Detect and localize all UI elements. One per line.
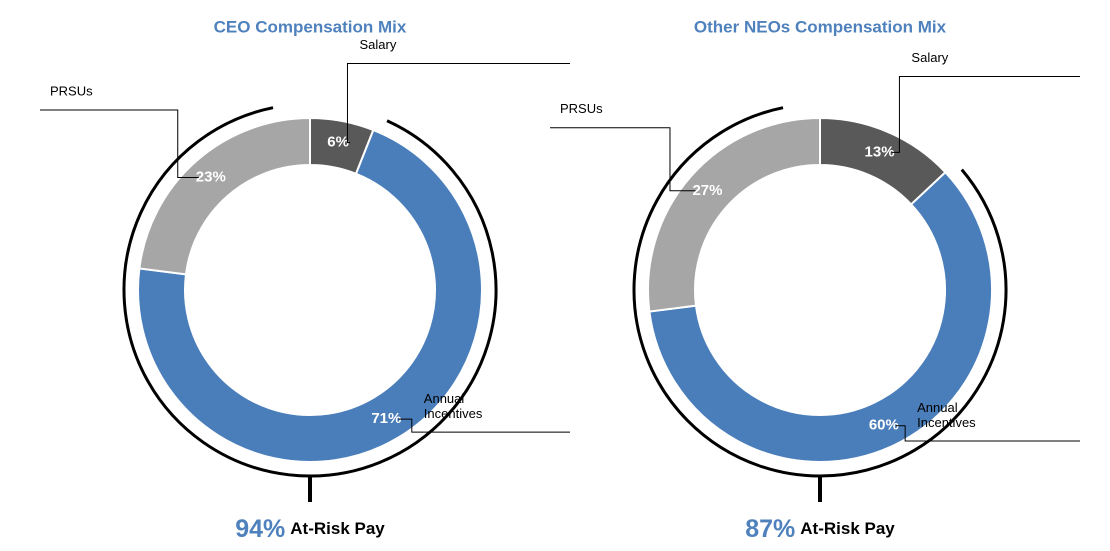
value-label: 27% — [692, 182, 722, 199]
slice-label: PRSUs — [50, 83, 93, 98]
at-risk: 94% At-Risk Pay — [235, 515, 385, 543]
slice-label-line: Annual — [917, 400, 958, 415]
value-label: 23% — [196, 168, 226, 185]
leader-line — [40, 109, 199, 178]
slice-label-line: Incentives — [917, 415, 976, 430]
at-risk-value: 87% — [745, 515, 795, 543]
leader-line — [895, 425, 1080, 442]
at-risk-label: At-Risk Pay — [290, 519, 385, 538]
slice-label-line: Incentives — [424, 407, 483, 422]
slice — [647, 116, 821, 313]
at-risk: 87% At-Risk Pay — [745, 515, 895, 543]
slice-label: Annual Incentives — [917, 400, 976, 430]
value-label: 60% — [869, 417, 899, 434]
leader-line — [398, 418, 570, 433]
leader-line — [346, 63, 570, 144]
at-risk-bracket — [122, 106, 498, 478]
slice-label: Salary — [911, 50, 948, 65]
at-risk-value: 94% — [235, 515, 285, 543]
at-risk-label: At-Risk Pay — [800, 519, 895, 538]
leader-line — [891, 75, 1080, 153]
slice — [138, 116, 311, 276]
slice — [648, 170, 993, 463]
value-label: 13% — [865, 143, 895, 160]
slice — [137, 128, 483, 463]
chart-title: CEO Compensation Mix — [214, 17, 407, 36]
value-label: 71% — [371, 410, 401, 427]
value-label: 6% — [327, 134, 349, 151]
slice-label: Salary — [359, 37, 396, 52]
slice-label: Annual Incentives — [424, 392, 483, 422]
chart-title: Other NEOs Compensation Mix — [694, 17, 947, 36]
leader-line — [550, 127, 696, 192]
at-risk-bracket — [632, 106, 1008, 478]
slice-label-line: Annual — [424, 392, 465, 407]
slice-label: PRSUs — [560, 101, 603, 116]
